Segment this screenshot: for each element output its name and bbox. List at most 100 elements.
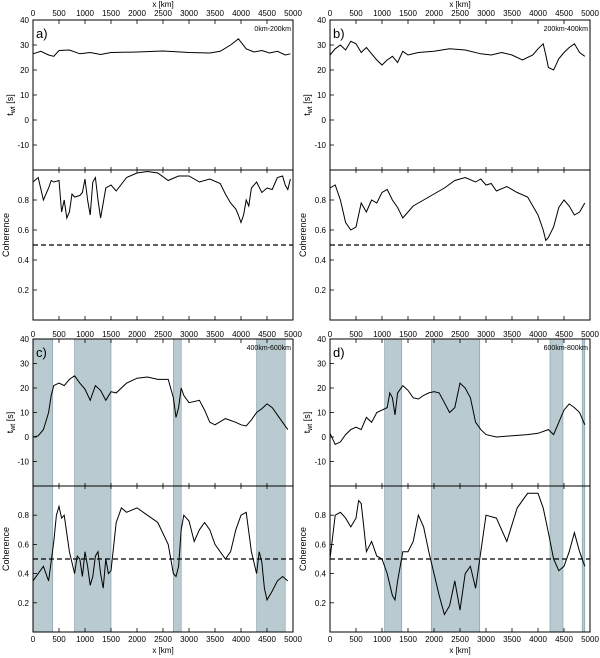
x-tick-label: 2000	[425, 635, 443, 644]
y-axis-label-twt-main: t	[5, 113, 15, 116]
y-tick-label: 0.2	[18, 599, 30, 608]
x-axis-label: x [km]	[449, 0, 470, 9]
x-tick-label: 500	[52, 635, 66, 644]
y-tick-label: 10	[20, 409, 29, 418]
x-tick-label: 4000	[529, 9, 547, 18]
y-tick-label: 10	[20, 91, 29, 100]
x-tick-label: 4500	[555, 9, 573, 18]
x-tick-label: 0	[328, 9, 333, 18]
twt-series-line	[329, 382, 586, 446]
x-tick-label: 500	[349, 9, 363, 18]
panel-depth-label: 600km-800km	[544, 345, 589, 352]
panel-letter: c)	[36, 345, 47, 360]
coherence-series-line	[32, 170, 291, 225]
x-tick-label: 5000	[284, 9, 302, 18]
y-tick-label: 10	[317, 409, 326, 418]
y-tick-label: 20	[317, 66, 326, 75]
x-tick-label: 3500	[503, 330, 521, 339]
y-tick-label: 40	[317, 335, 326, 344]
x-tick-label: 500	[52, 9, 66, 18]
x-tick-label: 3000	[477, 330, 495, 339]
y-axis-label-twt-main: t	[5, 430, 15, 433]
y-axis-label-twt-sub: wt	[307, 424, 314, 432]
x-tick-label: 3000	[180, 9, 198, 18]
x-tick-label: 4000	[232, 9, 250, 18]
x-tick-label: 5000	[581, 330, 599, 339]
y-tick-label: -10	[17, 141, 29, 150]
y-tick-label: 0	[25, 433, 30, 442]
x-tick-label: 3000	[180, 330, 198, 339]
y-tick-label: 30	[317, 41, 326, 50]
y-tick-label: 0.8	[315, 196, 327, 205]
y-tick-label: 40	[20, 16, 29, 25]
x-axis-label: x [km]	[449, 646, 470, 655]
y-tick-label: 0.2	[18, 286, 30, 295]
x-tick-label: 2000	[128, 330, 146, 339]
y-tick-label: 0.4	[315, 570, 327, 579]
x-tick-label: 2000	[425, 330, 443, 339]
coherence-series-line	[32, 504, 289, 602]
x-tick-label: 2500	[451, 330, 469, 339]
x-tick-label: 5000	[581, 9, 599, 18]
y-tick-label: 0.6	[18, 540, 30, 549]
x-tick-label: 2500	[451, 635, 469, 644]
x-tick-label: 0	[31, 635, 36, 644]
x-tick-label: 4500	[258, 635, 276, 644]
y-tick-label: 0	[322, 433, 327, 442]
y-axis-label-twt-sub: wt	[10, 106, 17, 114]
y-axis-label-twt-main: t	[302, 113, 312, 116]
x-tick-label: 4000	[232, 330, 250, 339]
x-tick-label: 2500	[451, 9, 469, 18]
y-tick-label: 0.4	[18, 256, 30, 265]
x-tick-label: 3000	[477, 635, 495, 644]
x-tick-label: 5000	[284, 635, 302, 644]
x-axis-label: x [km]	[152, 0, 173, 9]
x-tick-label: 5000	[581, 635, 599, 644]
twt-series-line	[32, 38, 291, 57]
x-tick-label: 2500	[154, 330, 172, 339]
x-tick-label: 4500	[258, 9, 276, 18]
y-tick-label: 0.8	[18, 196, 30, 205]
x-tick-label: 4000	[232, 635, 250, 644]
y-tick-label: 30	[317, 360, 326, 369]
y-tick-label: -10	[314, 141, 326, 150]
panel-depth-label: 400km-600km	[247, 345, 292, 352]
x-tick-label: 3000	[180, 635, 198, 644]
x-tick-label: 1000	[373, 9, 391, 18]
y-axis-label-twt: twt [s]	[302, 94, 314, 116]
x-tick-label: 0	[328, 330, 333, 339]
x-tick-label: 3500	[206, 635, 224, 644]
coherence-series-line	[329, 176, 586, 242]
x-tick-label: 4000	[529, 330, 547, 339]
x-tick-label: 3500	[503, 9, 521, 18]
y-tick-label: 40	[20, 335, 29, 344]
x-tick-label: 0	[31, 330, 36, 339]
x-tick-label: 500	[349, 635, 363, 644]
y-axis-label-coherence: Coherence	[298, 213, 308, 257]
x-tick-label: 1000	[76, 9, 94, 18]
x-tick-label: 1500	[102, 635, 120, 644]
y-axis-label-twt-sub: wt	[10, 424, 17, 432]
x-tick-label: 3000	[477, 9, 495, 18]
y-tick-label: 20	[20, 384, 29, 393]
x-tick-label: 3500	[206, 330, 224, 339]
x-tick-label: 4500	[555, 635, 573, 644]
y-axis-label-twt-sub: wt	[307, 106, 314, 114]
y-tick-label: -10	[17, 458, 29, 467]
panel-depth-label: 0km-200km	[254, 26, 291, 33]
y-tick-label: 0.2	[315, 286, 327, 295]
y-axis-label-twt-unit: [s]	[302, 412, 312, 424]
y-axis-label-twt-unit: [s]	[302, 94, 312, 106]
y-axis-label-twt-main: t	[302, 430, 312, 433]
y-tick-label: 20	[317, 384, 326, 393]
y-tick-label: -10	[314, 458, 326, 467]
panel-letter: d)	[333, 345, 345, 360]
x-tick-label: 5000	[284, 330, 302, 339]
y-axis-label-twt: twt [s]	[5, 412, 17, 434]
x-tick-label: 1500	[102, 330, 120, 339]
y-tick-label: 0.4	[315, 256, 327, 265]
y-tick-label: 0.2	[315, 599, 327, 608]
y-tick-label: 20	[20, 66, 29, 75]
coherence-series-line	[329, 492, 586, 616]
